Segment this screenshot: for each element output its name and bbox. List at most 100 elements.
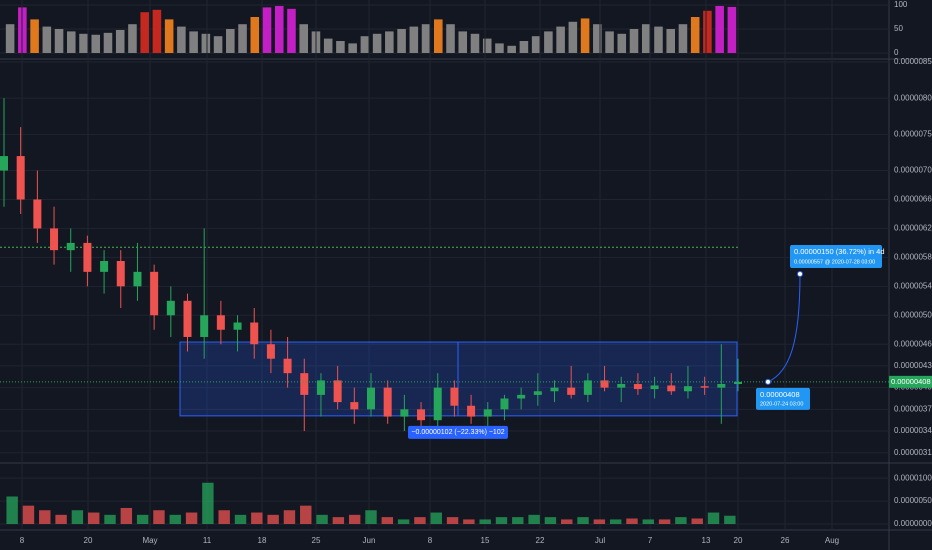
candle-body [633,384,642,390]
bar [446,24,455,53]
bar [397,519,410,524]
bar [201,33,211,53]
projection-from-bg [756,387,810,410]
x-tick-label: 26 [781,536,790,545]
bar [250,17,260,53]
bar [104,514,116,524]
bar [409,26,419,53]
x-tick-label: 25 [312,536,321,545]
projection-to-bg [790,245,882,269]
bar [283,510,296,524]
bar [274,5,284,54]
bar [658,519,671,524]
bar [397,29,406,53]
bar [482,38,492,53]
candle-body [467,405,476,417]
candle-body [567,387,576,395]
projection-curve [767,274,801,383]
bar [323,38,333,53]
candle-body [100,261,109,272]
last-price-label: 0.00000408 [891,377,931,386]
candle-body [50,228,59,251]
bar [593,519,606,524]
x-tick-label: 18 [258,536,267,545]
bar [136,514,149,524]
candle-body [667,385,676,392]
bar [348,43,357,53]
bar [238,24,247,53]
bar [479,519,491,524]
bar [434,19,443,53]
candle-body [650,385,659,390]
candle-body [367,387,375,410]
bar [262,7,272,53]
bar [703,10,712,53]
bar [463,519,475,524]
candle-body [33,199,42,229]
bar [507,45,516,53]
bar [42,26,52,53]
bar [381,517,394,524]
bar [218,510,230,524]
candle-body [183,300,192,337]
bar [528,514,540,524]
x-tick-label: 15 [481,536,490,545]
bar [641,24,651,53]
candle-body [133,271,142,287]
candle-body [400,409,409,417]
projection-end [797,271,803,278]
candle-body [500,398,509,410]
x-tick-label: 7 [648,536,653,545]
candle-body [150,271,159,316]
bar [531,36,541,53]
bar [91,34,101,53]
bar [88,512,100,524]
bar [617,33,627,53]
bar [715,5,724,54]
x-tick-label: 8 [20,536,25,545]
candle-body [717,384,726,388]
bar [267,514,279,524]
bar [690,17,700,53]
y-tick-label: 0.00001000 [894,473,932,482]
x-tick-label: 22 [536,536,545,545]
candle-body [266,344,275,359]
bar [115,29,125,53]
y-tick-label: 50 [894,24,903,33]
bar [6,496,18,524]
bar [544,517,557,524]
candle-body [283,358,292,374]
bar [332,517,345,524]
candle-body [450,387,459,406]
candle-body [166,300,175,316]
bar [414,517,426,524]
candle-body [417,409,426,421]
projection-start [765,378,771,385]
bar [495,517,508,524]
bar [495,43,504,53]
projection-title: 0.00000150 (36.72%) in 4d [794,247,885,256]
candle-body [550,387,559,392]
projection-subtitle: 0.00000557 @ 2020-07-28 03:00 [794,259,875,265]
x-tick-label: May [142,536,157,545]
bar [164,19,174,53]
bar [226,29,235,53]
candle-body [617,384,626,388]
x-tick-label: Jun [363,536,376,545]
bar [287,8,296,53]
bar [629,29,639,53]
bar [55,514,67,524]
bar [140,12,149,53]
bar [5,24,15,53]
bar [691,518,703,524]
candle-body [16,156,25,200]
bar [512,517,524,524]
